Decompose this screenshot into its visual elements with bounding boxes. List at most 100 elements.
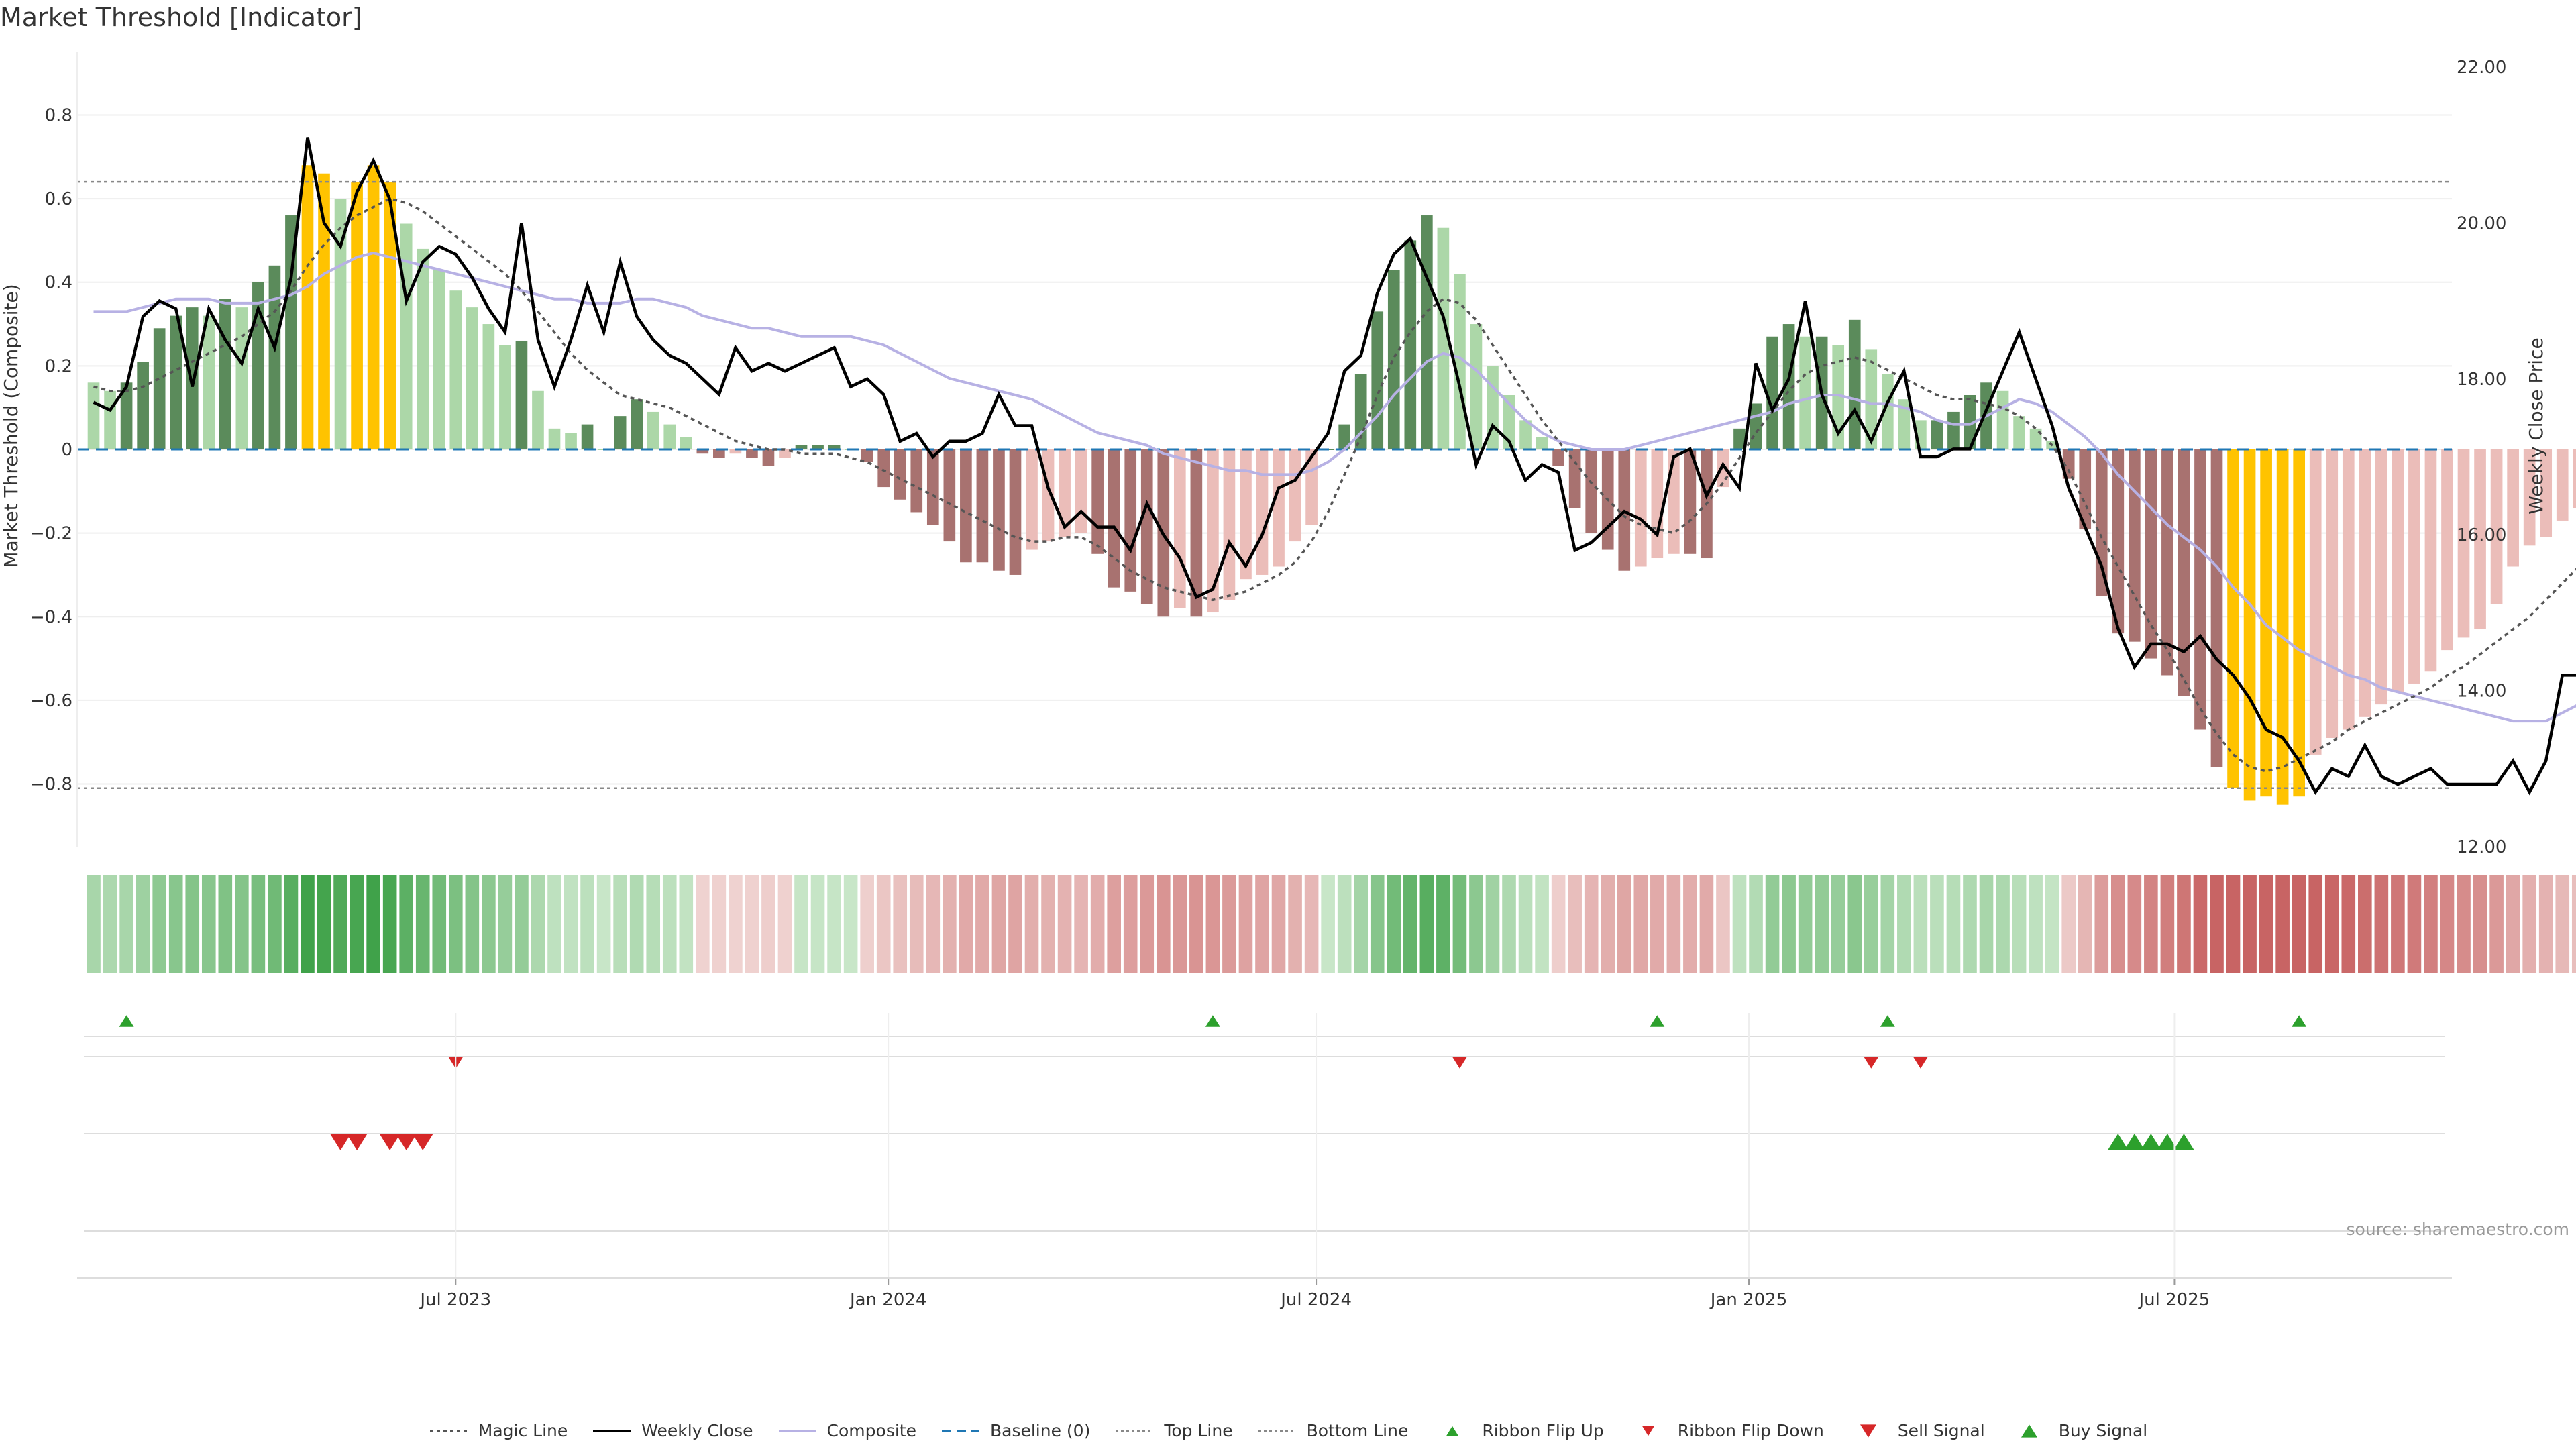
y-tick-label: −0.6 bbox=[30, 691, 72, 711]
bar bbox=[943, 449, 956, 542]
bar bbox=[2178, 449, 2190, 696]
bar bbox=[1470, 324, 1483, 449]
ribbon-cell bbox=[2243, 875, 2257, 973]
ribbon-cell bbox=[1288, 875, 1302, 973]
ribbon-cell bbox=[2407, 875, 2422, 973]
bar bbox=[861, 449, 873, 462]
bar bbox=[565, 433, 577, 449]
bar bbox=[1651, 449, 1664, 559]
ribbon-cell bbox=[2110, 875, 2125, 973]
ribbon-cell bbox=[1864, 875, 1878, 973]
chart-lines bbox=[77, 137, 2576, 796]
bar bbox=[2556, 449, 2569, 521]
bar bbox=[1519, 420, 1532, 449]
bar bbox=[384, 182, 396, 449]
ribbon-cell bbox=[2177, 875, 2191, 973]
bar bbox=[2573, 449, 2576, 508]
bar bbox=[1207, 449, 1219, 613]
ribbon-cell bbox=[1189, 875, 1203, 973]
bar bbox=[647, 411, 659, 449]
ribbon-cell bbox=[366, 875, 380, 973]
bar bbox=[2474, 449, 2486, 629]
ribbon-cell bbox=[876, 875, 891, 973]
ribbon-cell bbox=[350, 875, 364, 973]
bar bbox=[713, 449, 725, 458]
ribbon-cell bbox=[136, 875, 150, 973]
ribbon-cell bbox=[2160, 875, 2175, 973]
bar bbox=[2161, 449, 2174, 676]
legend-label: Bottom Line bbox=[1306, 1421, 1409, 1440]
bar bbox=[1173, 449, 1186, 608]
y-axis-title: Market Threshold (Composite) bbox=[0, 284, 22, 568]
bar bbox=[2112, 449, 2125, 634]
buy-signal-marker bbox=[2174, 1134, 2194, 1150]
bar bbox=[252, 282, 264, 449]
y2-tick-label: 18.00 bbox=[2457, 370, 2506, 390]
triangle-down-icon bbox=[1642, 1426, 1654, 1436]
bar bbox=[1996, 390, 2009, 449]
bar bbox=[1898, 399, 1911, 449]
bar bbox=[2079, 449, 2092, 529]
weekly-close-line bbox=[93, 137, 2576, 796]
ribbon-cell bbox=[1041, 875, 1055, 973]
bar bbox=[1289, 449, 1301, 542]
x-tick-label: Jan 2025 bbox=[1709, 1290, 1788, 1310]
ribbon-cell bbox=[1880, 875, 1895, 973]
ribbon-cell bbox=[2308, 875, 2323, 973]
bar bbox=[1437, 227, 1450, 449]
ribbon-cell bbox=[2555, 875, 2570, 973]
bar bbox=[828, 445, 841, 449]
bar bbox=[2145, 449, 2157, 659]
ribbon-cell bbox=[432, 875, 447, 973]
ribbon-cell bbox=[1601, 875, 1615, 973]
bar bbox=[417, 248, 429, 449]
ribbon-cell bbox=[317, 875, 331, 973]
bar bbox=[910, 449, 923, 513]
bar bbox=[2392, 449, 2404, 692]
ribbon-cell bbox=[119, 875, 133, 973]
ribbon-flip-up-marker bbox=[1205, 1015, 1220, 1027]
ribbon-cell bbox=[926, 875, 941, 973]
y2-tick-label: 12.00 bbox=[2457, 837, 2506, 857]
axes: 0.8 0.6 0.4 0.2 0 −0.2 −0.4 −0.6 −0.8 22.00 20.00 1… bbox=[0, 52, 2547, 857]
ribbon-cell bbox=[2292, 875, 2306, 973]
ribbon-cell bbox=[1255, 875, 1269, 973]
bar bbox=[268, 265, 281, 449]
ribbon-cell bbox=[1996, 875, 2010, 973]
bar bbox=[334, 199, 347, 449]
legend-label: Ribbon Flip Up bbox=[1482, 1421, 1604, 1440]
ribbon-cell bbox=[2193, 875, 2208, 973]
bar bbox=[1108, 449, 1120, 588]
ribbon-cell bbox=[1518, 875, 1533, 973]
bar bbox=[2309, 449, 2322, 755]
ribbon-cell bbox=[1403, 875, 1417, 973]
ribbon-cell bbox=[284, 875, 299, 973]
signal-panels bbox=[84, 1013, 2445, 1278]
ribbon-cell bbox=[2012, 875, 2027, 973]
bar bbox=[1750, 403, 1762, 449]
bar bbox=[2276, 449, 2289, 805]
bar bbox=[894, 449, 906, 500]
bar bbox=[1668, 449, 1680, 554]
ribbon-cell bbox=[1205, 875, 1220, 973]
bar bbox=[1931, 420, 1943, 449]
legend-item: Ribbon Flip Down bbox=[1628, 1421, 1824, 1440]
bar bbox=[318, 173, 330, 449]
ribbon-cell bbox=[2275, 875, 2290, 973]
bar bbox=[2540, 449, 2553, 537]
chart-legend: Magic Line Weekly Close Composite Baseline … bbox=[0, 1421, 2576, 1444]
bar bbox=[2424, 449, 2437, 672]
ribbon-cell bbox=[1617, 875, 1631, 973]
bar bbox=[1009, 449, 1022, 575]
dashed-line-icon bbox=[941, 1429, 979, 1432]
ribbon-cell bbox=[2506, 875, 2520, 973]
ribbon-cell bbox=[1387, 875, 1401, 973]
bar bbox=[203, 315, 215, 449]
bar bbox=[2490, 449, 2503, 604]
bar bbox=[87, 382, 100, 449]
ribbon-cell bbox=[2424, 875, 2438, 973]
y2-axis-title: Weekly Close Price bbox=[2525, 337, 2547, 514]
ribbon-cell bbox=[399, 875, 413, 973]
ribbon-cell bbox=[1815, 875, 1829, 973]
bar bbox=[548, 428, 561, 449]
